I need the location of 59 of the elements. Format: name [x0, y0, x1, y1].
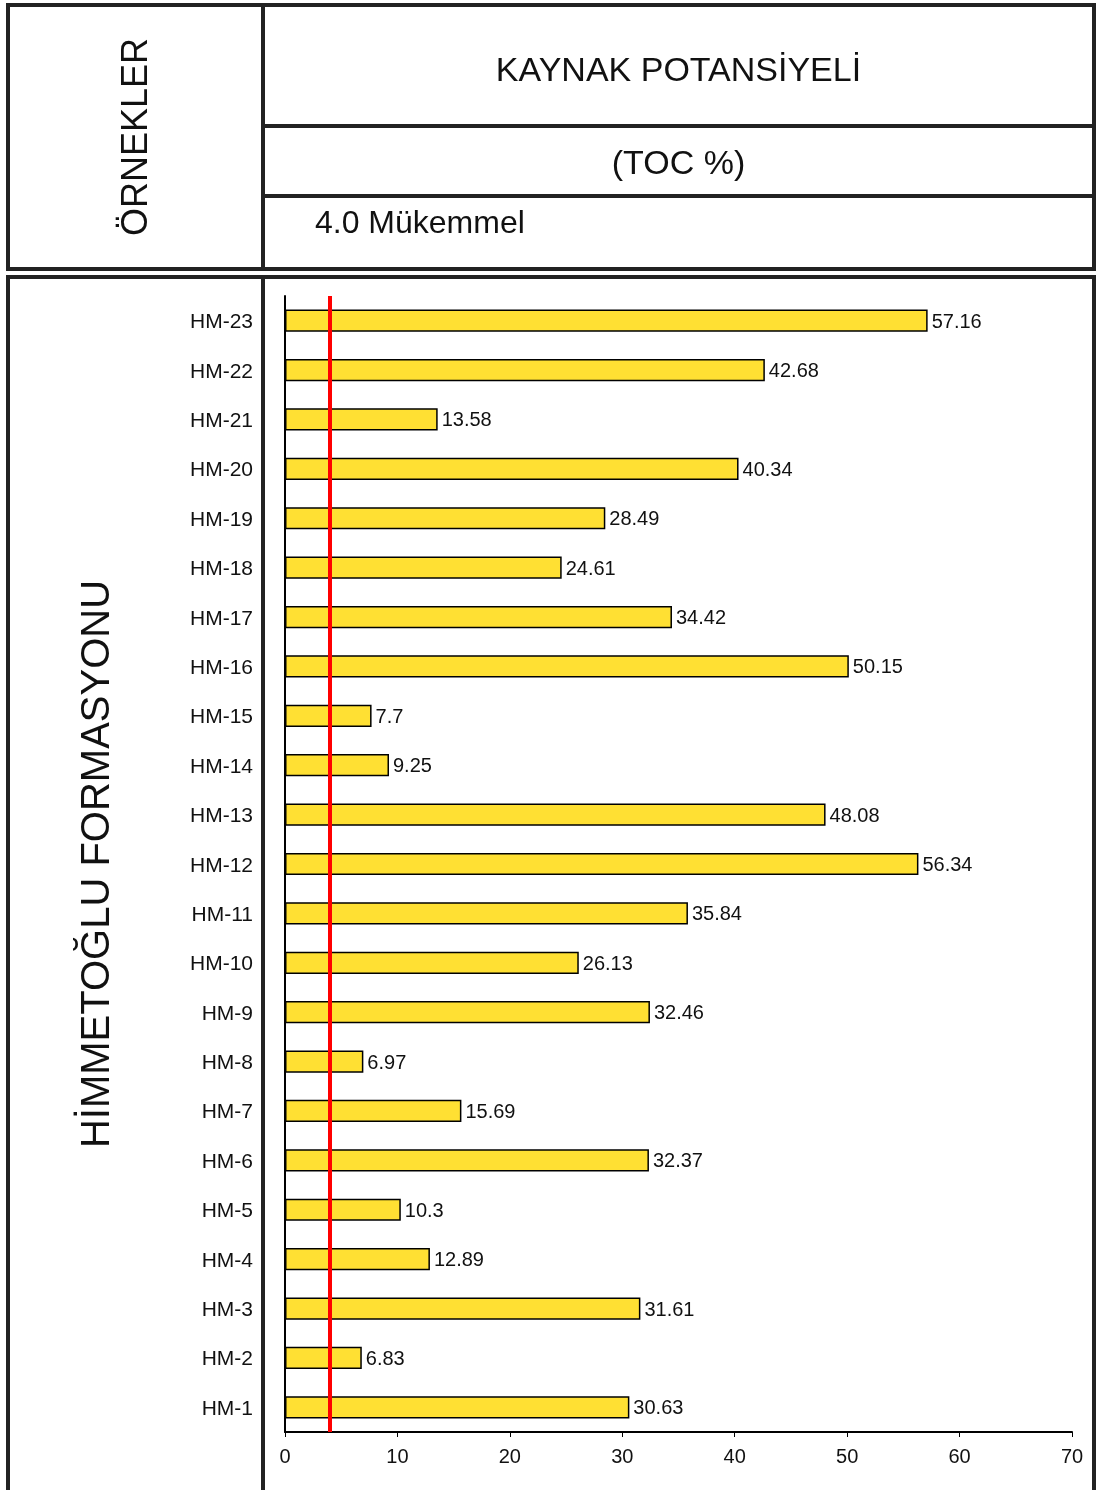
y-tick-label: HM-20: [189, 457, 253, 481]
data-label: 12.89: [433, 1248, 484, 1271]
y-tick-label: HM-6: [201, 1148, 253, 1172]
y-tick-label: HM-1: [201, 1395, 253, 1419]
y-tick-label: HM-16: [189, 654, 253, 678]
y-tick-label: HM-22: [189, 358, 253, 382]
x-tick-label: 10: [386, 1445, 409, 1467]
data-label: 34.42: [675, 606, 727, 629]
data-label: 10.3: [404, 1198, 444, 1221]
data-label: 7.7: [375, 704, 404, 727]
y-tick-label: HM-23: [189, 309, 253, 333]
data-label: 26.13: [582, 951, 633, 974]
y-tick-label: HM-9: [201, 1000, 253, 1024]
data-label: 15.69: [465, 1099, 516, 1122]
y-tick-label: HM-13: [189, 803, 253, 827]
y-tick-label: HM-5: [201, 1198, 253, 1222]
data-label: 50.15: [852, 655, 903, 678]
x-tick-label: 60: [948, 1445, 971, 1467]
ref-line-label: 4.0 Mükemmel: [314, 204, 525, 240]
y-tick-label: HM-19: [189, 506, 253, 530]
data-label: 13.58: [441, 408, 492, 431]
x-tick-label: 20: [498, 1445, 521, 1467]
y-tick-label: HM-17: [189, 605, 253, 629]
y-tick-label: HM-3: [201, 1297, 253, 1321]
data-label: 31.61: [644, 1297, 695, 1320]
y-tick-label: HM-11: [191, 901, 253, 925]
data-label: 48.08: [829, 803, 880, 826]
data-label: 32.37: [652, 1149, 703, 1172]
data-label: 32.46: [653, 1001, 705, 1024]
data-label: 24.61: [565, 556, 616, 579]
chart-subtitle: (TOC %): [610, 143, 747, 182]
data-label: 57.16: [931, 309, 982, 332]
y-tick-label: HM-7: [201, 1099, 253, 1123]
x-tick-label: 40: [723, 1445, 746, 1467]
data-label: 40.34: [742, 457, 793, 480]
x-tick-label: 70: [1060, 1445, 1084, 1467]
y-tick-label: HM-14: [189, 753, 254, 777]
chart-title: KAYNAK POTANSİYELİ: [494, 50, 863, 89]
x-tick-label: 0: [279, 1445, 291, 1467]
y-tick-label: HM-4: [201, 1247, 254, 1271]
y-tick-label: HM-15: [189, 704, 253, 728]
data-label: 28.49: [609, 507, 660, 530]
y-tick-label: HM-21: [189, 407, 253, 431]
text: ÖRNEKLER: [114, 37, 156, 237]
x-tick-label: 50: [836, 1445, 859, 1467]
y-tick-label: HM-2: [201, 1346, 253, 1370]
y-tick-label: HM-10: [189, 951, 253, 975]
x-tick-label: 30: [611, 1445, 634, 1467]
y-tick-label: HM-8: [201, 1050, 253, 1074]
y-tick-label: HM-12: [189, 852, 253, 876]
data-label: 9.25: [393, 754, 432, 777]
data-label: 42.68: [768, 359, 819, 382]
data-label: 56.34: [922, 853, 973, 875]
data-label: 30.63: [633, 1396, 684, 1419]
y-tick-label: HM-18: [189, 556, 253, 580]
data-label: 6.83: [365, 1346, 405, 1369]
data-label: 35.84: [691, 902, 743, 925]
y-axis-title: HİMMETOĞLU FORMASYONU: [73, 579, 117, 1149]
data-label: 6.97: [367, 1050, 407, 1073]
